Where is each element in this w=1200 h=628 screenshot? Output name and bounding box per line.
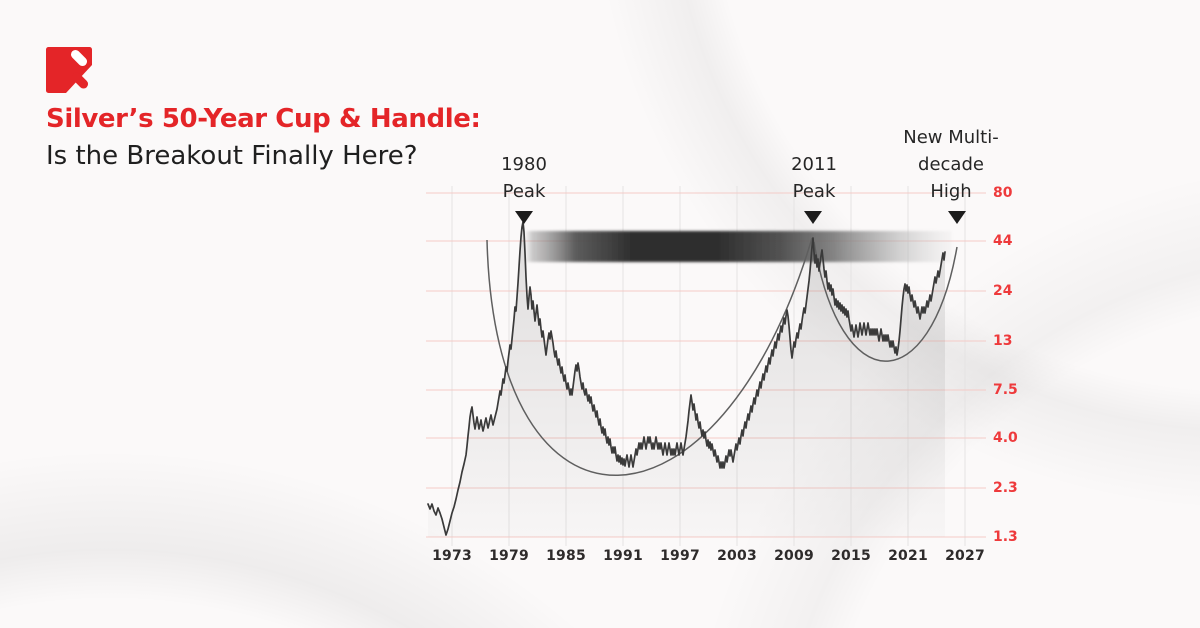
page-title: Silver’s 50-Year Cup & Handle: xyxy=(46,104,481,134)
logo-white-dash-icon xyxy=(70,49,88,67)
price-area-fill xyxy=(428,222,945,537)
cup-curve xyxy=(486,237,813,476)
down-triangle-icon xyxy=(948,211,966,224)
handle-curve xyxy=(813,241,958,362)
peak-markers xyxy=(515,211,966,224)
silver-price-line xyxy=(427,221,946,536)
resistance-zone-band xyxy=(524,231,952,262)
down-triangle-icon xyxy=(804,211,822,224)
down-triangle-icon xyxy=(515,211,533,224)
page-subtitle: Is the Breakout Finally Here? xyxy=(46,141,418,171)
brand-logo xyxy=(46,47,92,93)
logo-red-dash-icon xyxy=(71,72,89,89)
